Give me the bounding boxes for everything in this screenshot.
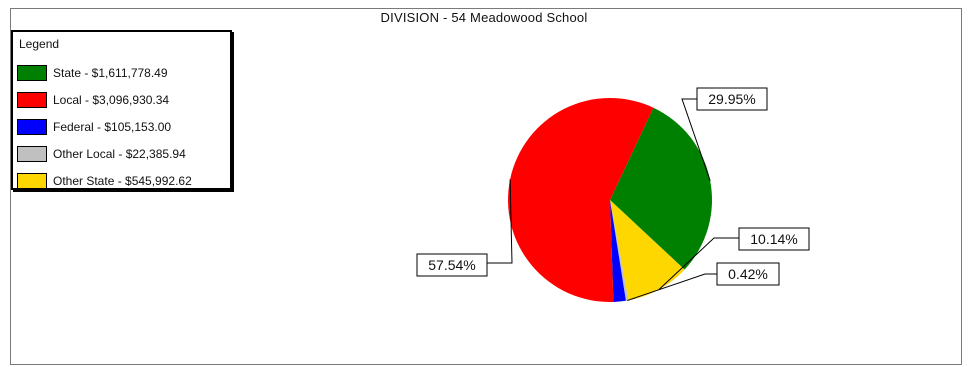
legend-label-local: Local - $3,096,930.34	[53, 93, 170, 107]
data-label-other-state: 10.14%	[750, 231, 797, 247]
legend-item-other-local: Other Local - $22,385.94	[17, 143, 192, 165]
chart-title: DIVISION - 54 Meadowood School	[380, 10, 588, 25]
leader-line-state	[681, 98, 711, 181]
legend-label-federal: Federal - $105,153.00	[53, 120, 172, 134]
legend-swatch-local	[17, 92, 47, 108]
legend-swatch-federal	[17, 119, 47, 135]
pie-slice-other-state	[610, 200, 685, 301]
legend-item-state: State - $1,611,778.49	[17, 62, 192, 84]
pie-slice-state	[610, 107, 712, 270]
pie-slice-local	[508, 98, 654, 302]
legend-swatch-state	[17, 65, 47, 81]
leader-line-other-state	[658, 237, 739, 290]
pie-slice-other-local	[610, 200, 629, 301]
pie-slice-federal	[610, 200, 626, 302]
legend-item-local: Local - $3,096,930.34	[17, 89, 192, 111]
leader-line-other-local	[627, 273, 717, 302]
legend-item-federal: Federal - $105,153.00	[17, 116, 192, 138]
data-label-box-other-state	[738, 227, 810, 251]
data-label-box-state	[696, 87, 768, 111]
data-label-local: 57.54%	[428, 257, 475, 273]
data-label-other-local: 0.42%	[728, 266, 768, 282]
legend-title: Legend	[19, 37, 60, 51]
data-label-box-other-local	[716, 262, 780, 286]
legend-label-other-state: Other State - $545,992.62	[53, 174, 192, 188]
pie-callouts: 29.95% 10.14% 57.54% 0.42%	[416, 87, 810, 302]
legend: Legend State - $1,611,778.49 Local - $3,…	[11, 30, 232, 190]
legend-label-state: State - $1,611,778.49	[53, 66, 168, 80]
legend-items: State - $1,611,778.49 Local - $3,096,930…	[17, 62, 192, 197]
legend-label-other-local: Other Local - $22,385.94	[53, 147, 186, 161]
leader-line-local	[487, 179, 513, 264]
legend-item-other-state: Other State - $545,992.62	[17, 170, 192, 192]
data-label-state: 29.95%	[708, 91, 755, 107]
legend-swatch-other-local	[17, 146, 47, 162]
data-label-box-local	[416, 253, 488, 277]
pie-slices	[508, 98, 712, 302]
legend-swatch-other-state	[17, 173, 47, 189]
